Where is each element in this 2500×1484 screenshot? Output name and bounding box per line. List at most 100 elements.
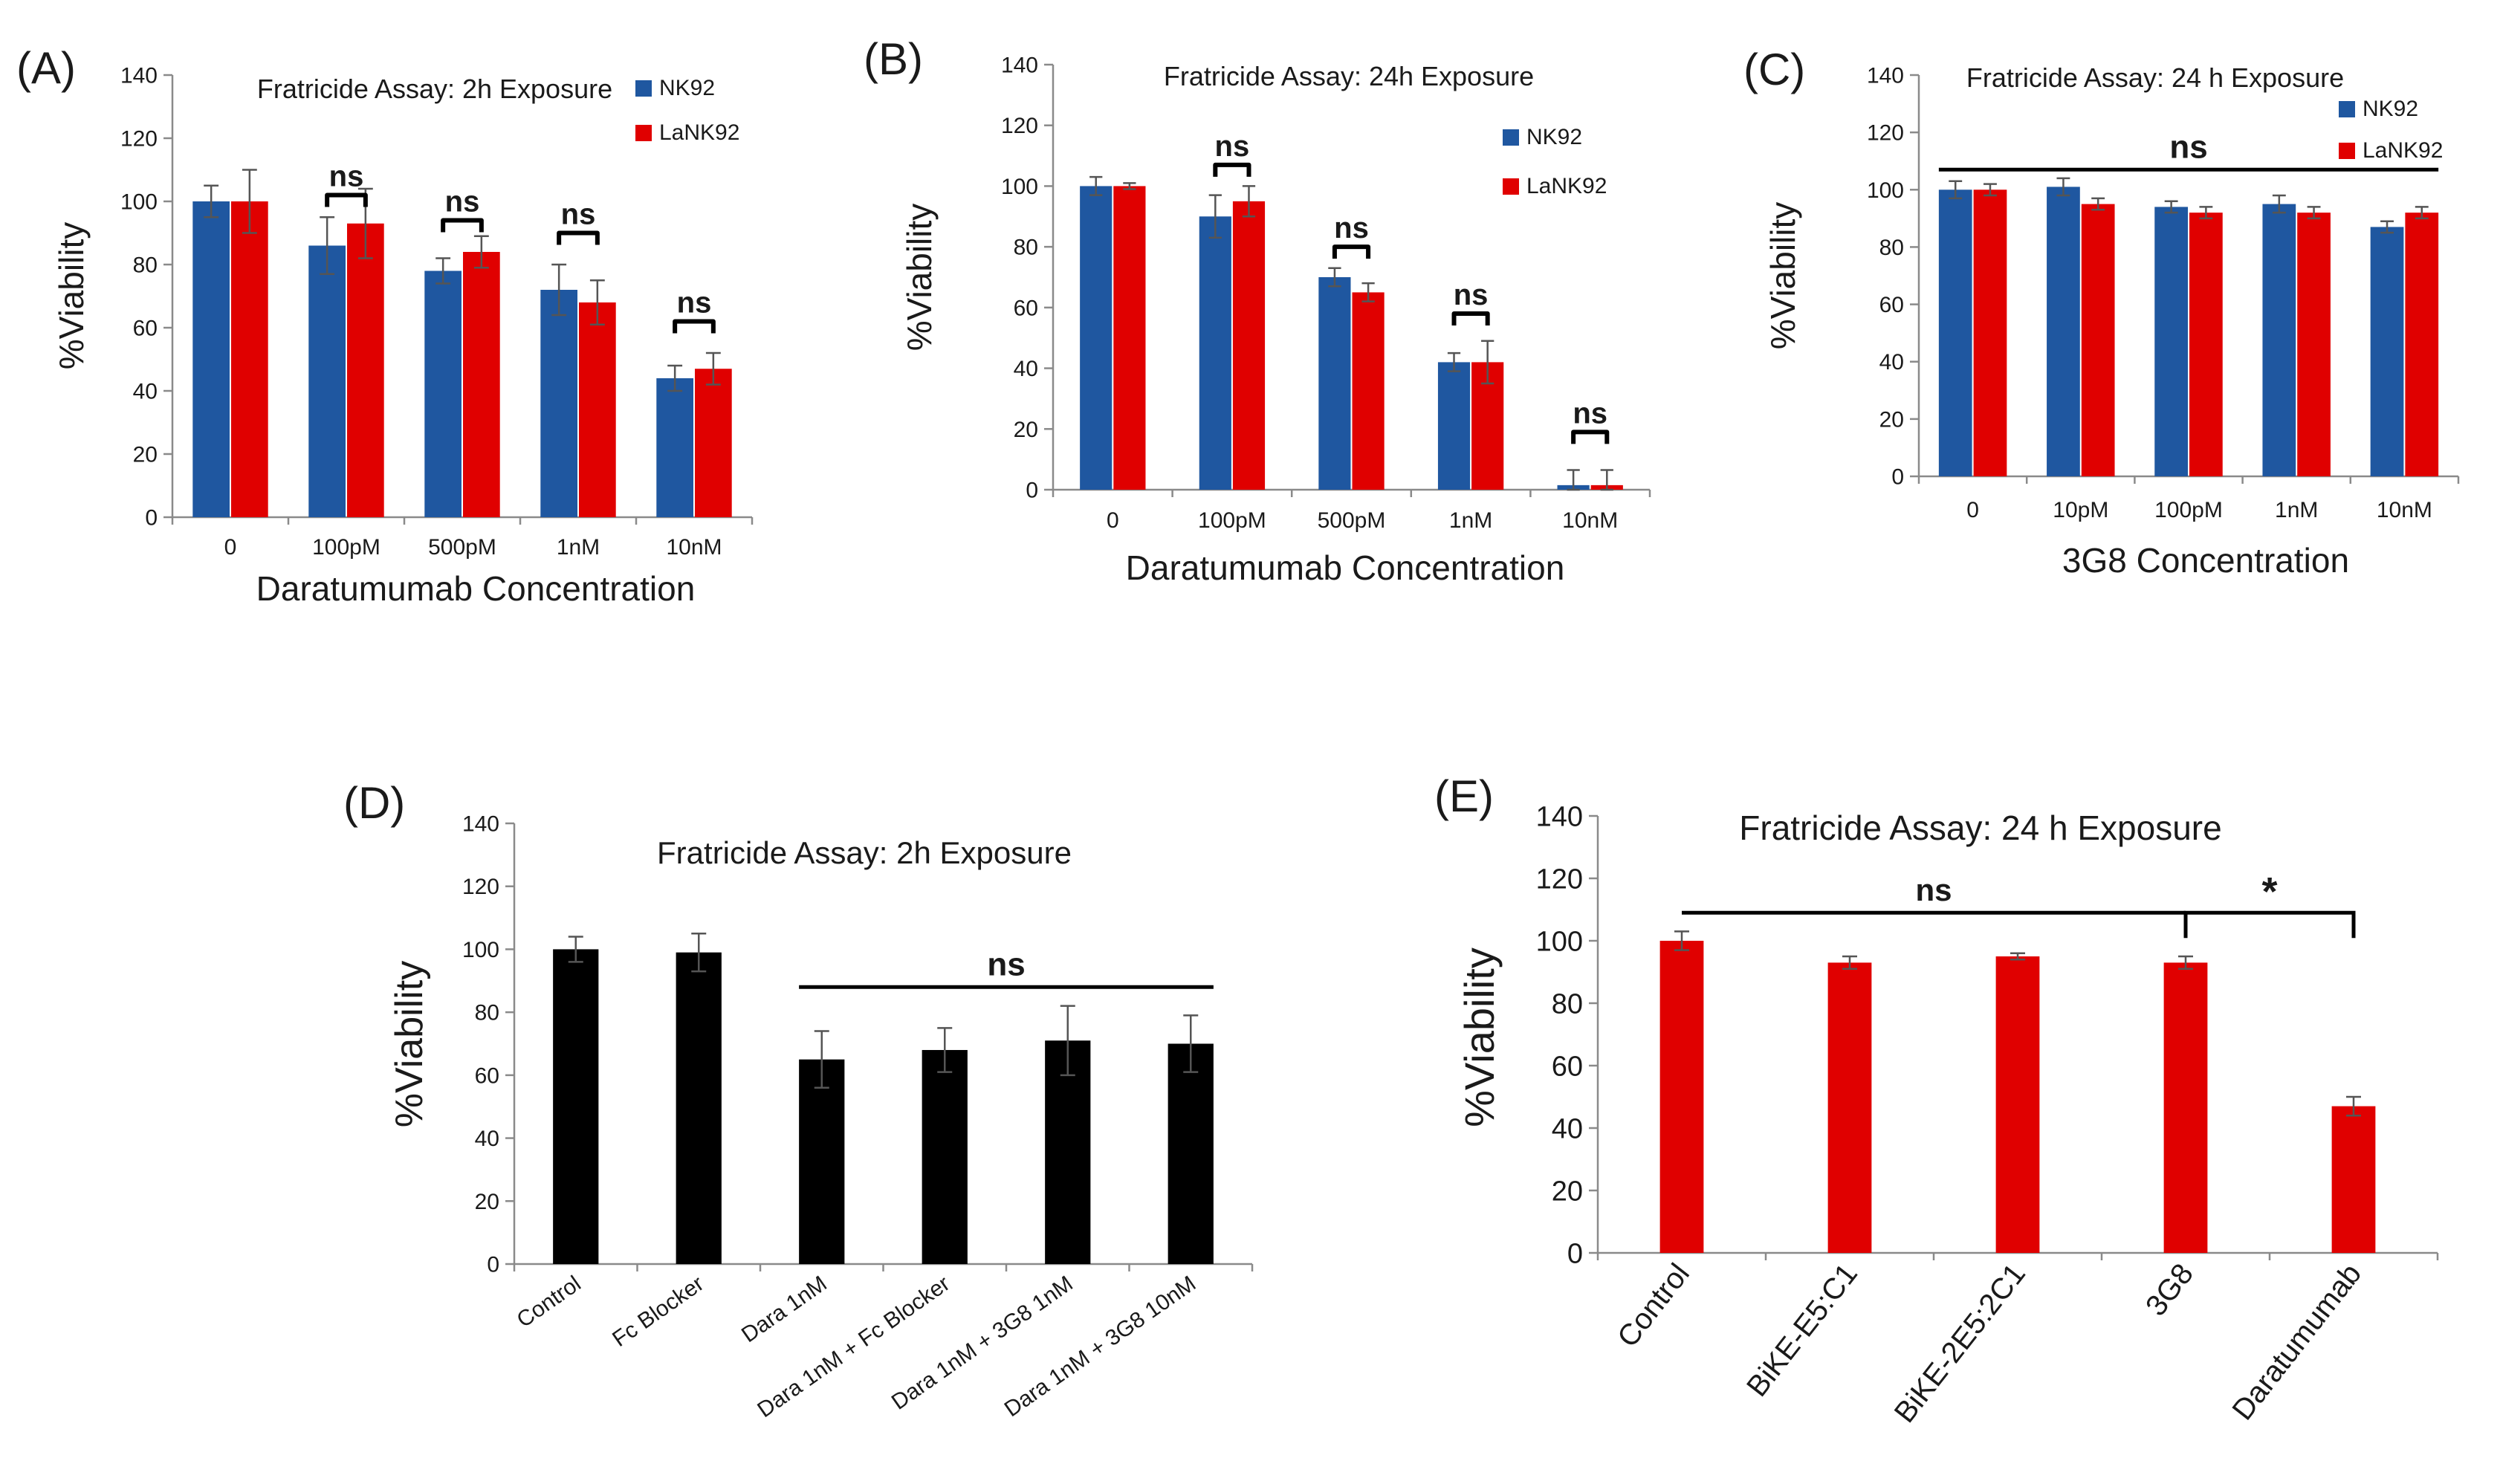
y-tick-label: 0 — [487, 1253, 499, 1277]
bar-lank92-1 — [2081, 204, 2115, 476]
legend-swatch — [2339, 101, 2355, 117]
legend-label: LaNK92 — [2363, 138, 2443, 163]
legend-label: NK92 — [659, 76, 715, 100]
significance-label: ns — [1573, 397, 1607, 430]
bar-nk92-4 — [656, 378, 693, 517]
y-tick-label: 140 — [1536, 801, 1583, 832]
bar-viability-1 — [676, 952, 722, 1264]
bar-viability-3 — [922, 1049, 968, 1264]
panel-label: (A) — [16, 43, 76, 93]
significance-label: ns — [445, 186, 480, 218]
y-tick-label: 100 — [1001, 175, 1038, 199]
y-tick-label: 80 — [133, 253, 158, 278]
significance-label: ns — [2169, 129, 2207, 165]
bar-nk92-2 — [1318, 277, 1351, 490]
y-tick-label: 40 — [1552, 1113, 1583, 1144]
bar-nk92-1 — [308, 245, 346, 517]
legend-label: NK92 — [2363, 97, 2418, 121]
x-axis-label: Daratumumab Concentration — [1126, 548, 1565, 587]
significance-bracket — [1332, 244, 1371, 259]
significance-bracket — [557, 230, 600, 245]
significance-label: ns — [561, 198, 596, 231]
y-tick-label: 60 — [1879, 293, 1904, 317]
y-tick-label: 40 — [475, 1127, 499, 1151]
legend-swatch — [1503, 178, 1519, 195]
significance-label: ns — [677, 287, 712, 320]
bar-nk92-1 — [2047, 187, 2080, 476]
x-tick-label: 0 — [1107, 508, 1119, 533]
y-tick-label: 0 — [1891, 465, 1904, 490]
bar-viability-5 — [1168, 1043, 1214, 1264]
y-tick-label: 100 — [1536, 926, 1583, 957]
bar-nk92-0 — [1080, 186, 1113, 490]
y-tick-label: 80 — [1014, 236, 1038, 260]
x-tick-label: Daratumumab — [2226, 1257, 2368, 1426]
bar-lank92-2 — [1352, 292, 1385, 490]
bar-viability-4 — [1045, 1040, 1091, 1264]
y-tick-label: 120 — [462, 875, 499, 899]
bar-nk92-3 — [2262, 204, 2296, 476]
y-tick-label: 0 — [145, 506, 158, 531]
x-tick-label: Dara 1nM — [737, 1271, 832, 1348]
bar-lank92-1 — [347, 223, 384, 517]
y-tick-label: 140 — [1867, 64, 1904, 88]
y-axis-label: %Viability — [1764, 202, 1802, 350]
chart-title: Fratricide Assay: 2h Exposure — [257, 74, 612, 104]
bar-lank92-3 — [579, 302, 616, 517]
bar-lank92-0 — [1973, 189, 2007, 477]
y-tick-label: 60 — [475, 1063, 499, 1088]
x-tick-label: 10nM — [2377, 498, 2432, 522]
panel-e: (E) Fratricide Assay: 24 h Exposure 0 20 40 6… — [1434, 771, 2439, 1429]
bar-lank92-4 — [695, 369, 732, 517]
bar-viability-2 — [799, 1059, 845, 1264]
panel-c: (C) Fratricide Assay: 24 h Exposure 0 20 40 6… — [1743, 45, 2460, 580]
significance-bracket — [1571, 430, 1610, 444]
legend-label: LaNK92 — [659, 120, 739, 145]
legend-swatch — [1503, 129, 1519, 146]
bar-nk92-2 — [424, 270, 462, 517]
significance-label: ns — [1215, 130, 1250, 163]
bar-lank92-0 — [231, 201, 268, 517]
x-tick-label: 100pM — [312, 535, 380, 560]
y-tick-label: 60 — [133, 317, 158, 341]
significance-bracket — [325, 192, 368, 207]
y-tick-label: 140 — [120, 64, 158, 88]
bar-nk92-3 — [540, 290, 577, 517]
y-axis-label: %Viability — [388, 961, 431, 1127]
x-tick-label: 0 — [1966, 498, 1979, 522]
x-tick-label: 0 — [224, 535, 237, 560]
significance-label: ns — [987, 946, 1025, 982]
legend-label: LaNK92 — [1526, 174, 1607, 198]
x-tick-label: BiKE-E5:C1 — [1740, 1257, 1864, 1402]
significance-bracket — [673, 319, 716, 334]
panel-a: (A) Fratricide Assay: 2h Exposure 0 20 40 60 8… — [16, 43, 754, 608]
y-axis-label: %Viability — [1456, 947, 1503, 1127]
y-tick-label: 100 — [462, 938, 499, 962]
x-tick-label: BiKE-2E5:2C1 — [1888, 1257, 2032, 1428]
x-tick-label: 100pM — [2154, 498, 2223, 522]
y-tick-label: 140 — [462, 812, 499, 837]
bar-lank92-0 — [1113, 186, 1146, 490]
x-axis-label: 3G8 Concentration — [2062, 541, 2349, 580]
significance-label: * — [2261, 869, 2277, 914]
bar-nk92-0 — [1938, 189, 1972, 477]
bar-nk92-4 — [2370, 227, 2404, 476]
bar-nk92-1 — [1199, 216, 1231, 490]
y-tick-label: 0 — [1567, 1238, 1583, 1269]
y-tick-label: 80 — [1879, 236, 1904, 260]
significance-label: ns — [329, 161, 364, 193]
panel-label: (B) — [864, 34, 923, 84]
legend-swatch — [635, 80, 652, 97]
significance-bracket — [1213, 162, 1251, 177]
significance-label: ns — [1334, 212, 1369, 244]
y-tick-label: 80 — [475, 1001, 499, 1025]
bar-viability-4 — [2331, 1106, 2376, 1253]
x-tick-label: 100pM — [1198, 508, 1266, 533]
bar-viability-1 — [1827, 962, 1872, 1253]
panel-b: (B) Fratricide Assay: 24h Exposure 0 20 40 60… — [864, 34, 1651, 587]
significance-label: ns — [1915, 872, 1952, 907]
legend-label: NK92 — [1526, 125, 1582, 149]
significance-label: ns — [1454, 279, 1489, 311]
significance-bracket — [1451, 311, 1490, 326]
